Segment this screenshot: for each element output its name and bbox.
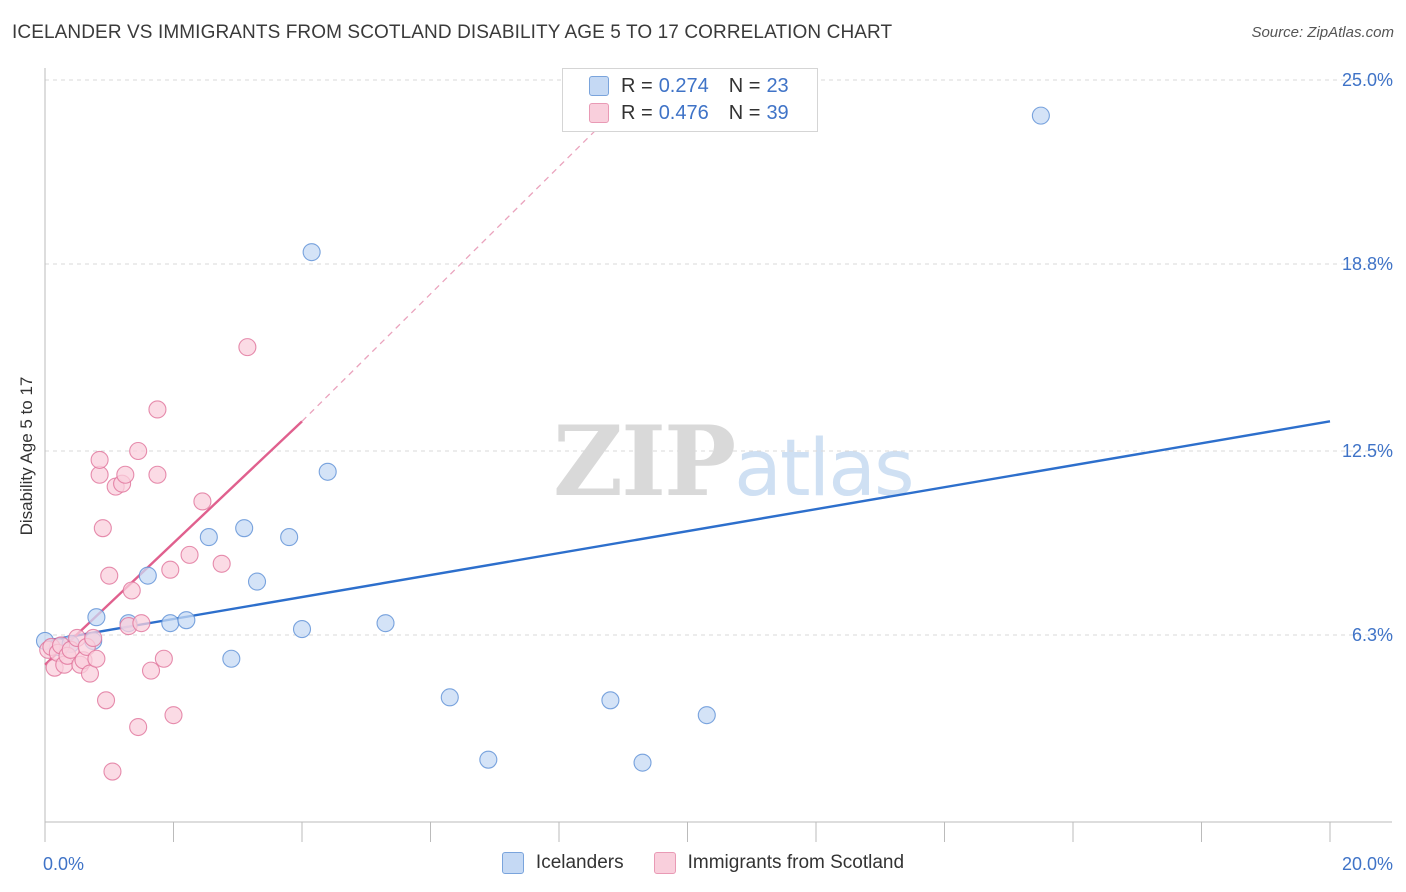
legend-r-value: 0.476 [658, 101, 709, 124]
legend-n-label: N = [728, 74, 761, 97]
legend-r-value: 0.274 [658, 74, 709, 97]
point-icelanders [222, 649, 241, 668]
chart-title: ICELANDER VS IMMIGRANTS FROM SCOTLAND DI… [12, 22, 893, 43]
point-icelanders [138, 566, 157, 585]
point-scotland [96, 691, 116, 710]
point-scotland [193, 492, 212, 511]
correlation-legend: R = 0.274 N = 23 R = 0.476 N = 39 [562, 68, 818, 132]
trendline-scotland-extension [301, 115, 611, 422]
series-label-scotland: Immigrants from Scotland [687, 852, 905, 873]
point-icelanders [1031, 106, 1050, 125]
point-icelanders [479, 750, 498, 769]
point-scotland [180, 545, 199, 564]
point-icelanders [161, 614, 180, 633]
point-scotland [122, 581, 141, 600]
point-scotland [129, 717, 148, 737]
y-tick-label: 25.0% [1342, 70, 1393, 90]
point-scotland [84, 628, 103, 648]
legend-row-icelanders: R = 0.274 N = 23 [589, 73, 789, 99]
point-scotland [164, 706, 183, 725]
legend-r-label: R = [621, 74, 653, 97]
series-swatch-scotland [653, 852, 676, 874]
point-scotland [93, 519, 112, 538]
point-icelanders [697, 706, 716, 725]
legend-row-scotland: R = 0.476 N = 39 [589, 100, 789, 126]
point-scotland [212, 554, 231, 573]
point-icelanders [318, 462, 337, 481]
point-scotland [116, 465, 135, 484]
grid [45, 79, 1392, 636]
y-tick-label: 12.5% [1342, 441, 1393, 461]
point-icelanders [376, 614, 395, 633]
point-icelanders [633, 753, 652, 772]
point-scotland [100, 566, 119, 585]
series-legend-icelanders: Icelanders [501, 852, 624, 874]
trend-lines [44, 115, 1331, 666]
series-legend: Icelanders Immigrants from Scotland [0, 852, 1406, 874]
point-scotland [103, 762, 122, 781]
point-scotland [90, 450, 109, 469]
x-tick-label: 0.0% [43, 854, 84, 874]
point-scotland [129, 441, 148, 461]
legend-n-value: 39 [766, 101, 789, 124]
point-scotland [148, 465, 167, 484]
point-scotland [141, 661, 161, 680]
point-icelanders [302, 243, 321, 262]
x-tick-label: 20.0% [1342, 854, 1393, 874]
point-icelanders [177, 611, 196, 630]
legend-r-label: R = [621, 101, 653, 124]
legend-swatch-icelanders [589, 76, 609, 96]
trendline-scotland [44, 420, 303, 666]
source-credit: Source: ZipAtlas.com [1251, 24, 1394, 41]
series-legend-scotland: Immigrants from Scotland [653, 852, 905, 874]
point-scotland [161, 560, 180, 579]
data-points [35, 106, 1050, 781]
tick-labels: 6.3% 12.5% 18.8% 25.0% 0.0% 20.0% [43, 70, 1393, 874]
trendline-icelanders [44, 420, 1331, 643]
point-icelanders [199, 528, 218, 547]
point-icelanders [292, 620, 312, 639]
point-icelanders [247, 572, 267, 591]
point-icelanders [280, 528, 299, 547]
series-swatch-icelanders [501, 852, 524, 874]
point-scotland [154, 649, 173, 668]
point-scotland [148, 400, 167, 419]
y-tick-label: 6.3% [1352, 625, 1393, 645]
point-scotland [238, 338, 257, 357]
axes [44, 68, 1392, 842]
legend-n-label: N = [728, 101, 761, 124]
point-icelanders [601, 691, 620, 710]
point-icelanders [87, 608, 106, 627]
y-tick-label: 18.8% [1342, 254, 1393, 274]
point-icelanders [440, 688, 459, 707]
y-axis-label: Disability Age 5 to 17 [17, 376, 36, 536]
series-label-icelanders: Icelanders [535, 852, 624, 873]
point-scotland [132, 614, 151, 633]
legend-swatch-scotland [589, 103, 609, 123]
point-icelanders [235, 519, 254, 538]
legend-n-value: 23 [766, 74, 789, 97]
point-scotland [87, 649, 106, 668]
